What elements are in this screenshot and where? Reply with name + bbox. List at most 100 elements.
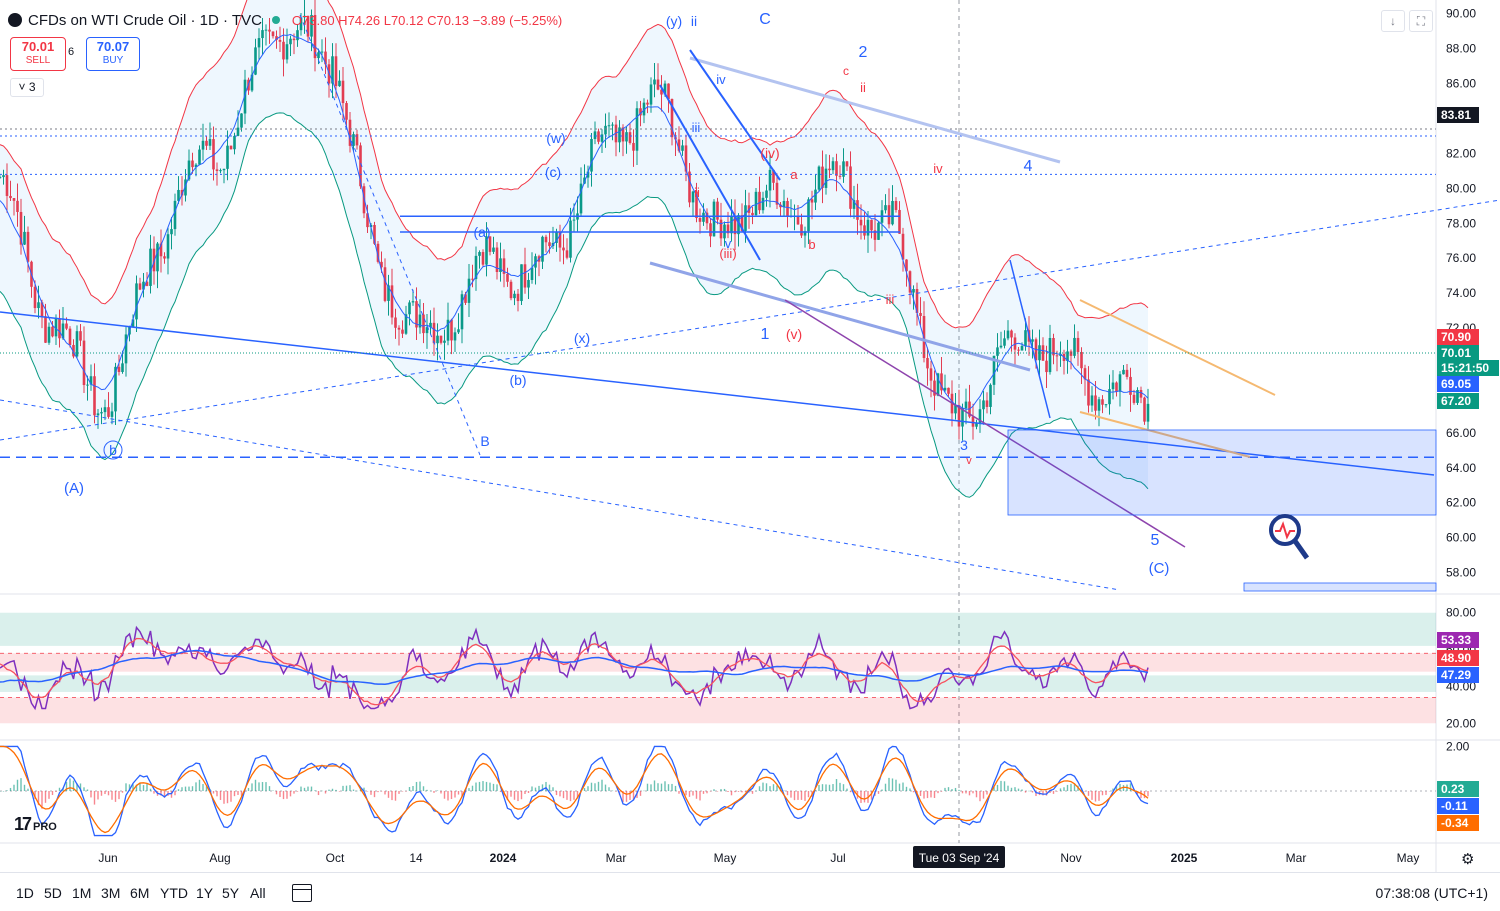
timeframe-5d[interactable]: 5D <box>44 885 62 901</box>
macd-histogram-bar <box>324 791 327 794</box>
chart-header: CFDs on WTI Crude Oil · 1D · TVC O73.80 … <box>8 9 562 31</box>
candle-body <box>1052 338 1055 356</box>
macd-histogram-bar <box>254 779 257 791</box>
macd-histogram-bar <box>552 787 554 791</box>
macd-histogram-bar <box>384 791 386 795</box>
macd-histogram-bar <box>804 791 806 801</box>
timeframe-1y[interactable]: 1Y <box>196 885 214 901</box>
download-icon[interactable]: ↓ <box>1381 10 1405 32</box>
symbol-title[interactable]: CFDs on WTI Crude Oil · 1D · TVC <box>28 11 262 29</box>
gear-icon[interactable]: ⚙ <box>1461 851 1475 868</box>
timeframe-1m[interactable]: 1M <box>72 885 92 901</box>
macd-histogram-bar <box>660 783 663 791</box>
candle-body <box>726 224 730 234</box>
candle-body <box>548 242 551 247</box>
candle-body <box>418 314 422 328</box>
macd-histogram-bar <box>2 791 5 792</box>
macd-histogram-bar <box>331 788 334 791</box>
macd-histogram-bar <box>723 788 726 791</box>
candle-body <box>1045 360 1048 373</box>
macd-histogram-bar <box>37 791 40 806</box>
candle-body <box>16 200 19 212</box>
trendline <box>659 84 761 261</box>
indicators-toggle-button[interactable]: ˅ 3 <box>10 78 44 97</box>
wave-label: (c) <box>545 164 561 180</box>
macd-histogram-bar <box>380 791 383 792</box>
candle-body <box>621 127 625 142</box>
macd-histogram-bar <box>482 781 484 791</box>
macd-histogram-bar <box>359 789 362 791</box>
macd-histogram-bar <box>996 784 999 791</box>
timeframe-5y[interactable]: 5Y <box>222 885 240 901</box>
timeframe-6m[interactable]: 6M <box>130 885 150 901</box>
macd-histogram-bar <box>611 790 614 792</box>
wave-label: ii <box>694 185 700 200</box>
macd-histogram-bar <box>86 789 89 791</box>
candle-body <box>1139 389 1143 398</box>
macd-histogram-bar <box>6 790 8 791</box>
macd-histogram-bar <box>629 791 631 801</box>
candle-body <box>1132 394 1136 403</box>
macd-histogram-bar <box>832 784 834 791</box>
target-zone <box>1243 582 1437 592</box>
macd-histogram-bar <box>314 790 316 791</box>
candle-body <box>47 326 51 343</box>
candle-body <box>971 416 975 427</box>
macd-histogram-bar <box>566 791 568 800</box>
candle-body <box>709 223 712 237</box>
wave-label: i <box>850 184 853 199</box>
timeframe-3m[interactable]: 3M <box>101 885 121 901</box>
fullscreen-icon[interactable]: ⛶ <box>1409 10 1433 32</box>
timeframe-all[interactable]: All <box>250 885 266 901</box>
timeframe-1d[interactable]: 1D <box>16 885 34 901</box>
macd-tick-label: 2.00 <box>1446 739 1470 753</box>
macd-histogram-bar <box>667 784 670 791</box>
trendline <box>784 299 1186 548</box>
candle-body <box>821 166 824 188</box>
candle-body <box>488 236 492 252</box>
time-tick-label: 14 <box>409 851 423 865</box>
macd-histogram-bar <box>790 791 792 798</box>
calendar-icon[interactable] <box>292 884 312 902</box>
macd-histogram-bar <box>373 791 376 798</box>
macd-histogram-bar <box>440 791 442 794</box>
candle-body <box>527 279 530 288</box>
price-tick-label: 58.00 <box>1446 566 1476 580</box>
candle-body <box>233 135 236 150</box>
candle-body <box>1143 397 1146 422</box>
candle-body <box>345 103 348 120</box>
macd-histogram-bar <box>104 791 106 795</box>
macd-badge-label: -0.11 <box>1441 799 1468 813</box>
candle-body <box>737 215 740 235</box>
candle-body <box>740 215 744 231</box>
rsi-oversold-zone <box>0 697 1436 724</box>
trendline <box>0 199 1500 441</box>
macd-histogram-bar <box>401 791 404 792</box>
macd-histogram-bar <box>524 791 526 794</box>
wave-label: 4 <box>1024 158 1033 175</box>
candle-body <box>1048 338 1052 373</box>
macd-histogram-bar <box>97 791 99 800</box>
macd-histogram-bar <box>1070 783 1072 791</box>
macd-histogram-bar <box>692 791 694 796</box>
sell-button[interactable]: 70.01 SELL <box>10 37 66 71</box>
candle-body <box>1017 349 1020 351</box>
candle-body <box>593 131 597 139</box>
candle-body <box>558 231 562 248</box>
buy-button[interactable]: 70.07 BUY <box>86 37 140 71</box>
macd-histogram-bar <box>930 791 932 798</box>
candle-body <box>712 201 716 237</box>
candle-body <box>677 139 681 151</box>
macd-histogram-bar <box>898 783 901 791</box>
macd-histogram-bar <box>121 791 124 793</box>
candle-body <box>226 145 229 169</box>
buy-price: 70.07 <box>96 39 130 54</box>
macd-histogram-bar <box>0 791 1 792</box>
macd-histogram-bar <box>335 789 337 791</box>
macd-histogram-bar <box>982 791 985 799</box>
macd-histogram-bar <box>765 783 768 791</box>
candle-body <box>691 191 695 203</box>
chart-canvas[interactable]: 58.0060.0062.0064.0066.0068.0070.0072.00… <box>0 0 1500 872</box>
macd-histogram-bar <box>615 791 617 792</box>
timeframe-ytd[interactable]: YTD <box>160 885 188 901</box>
